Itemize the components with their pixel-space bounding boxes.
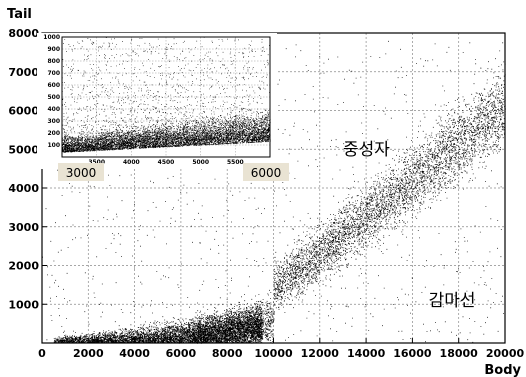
inset-x-tick-label: 5500 xyxy=(227,159,244,166)
y-axis-title: Tail xyxy=(7,7,32,22)
inset-y-tick-label: 300 xyxy=(47,118,60,125)
x-tick-label: 16000 xyxy=(393,347,432,360)
x-axis-title: Body xyxy=(484,363,521,377)
y-tick-label: 7000 xyxy=(8,66,39,79)
inset-chart: 3500 4000 4500 5000 5500 100 200 300 400 500 600 7… xyxy=(37,33,277,169)
y-tick-label: 8000 xyxy=(8,27,39,40)
y-tick-label: 6000 xyxy=(8,105,39,118)
x-tick-label: 10000 xyxy=(254,347,293,360)
inset-y-tick-label: 600 xyxy=(47,82,60,89)
inset-x-tick-label: 3500 xyxy=(88,159,105,166)
x-tick-label: 14000 xyxy=(347,347,386,360)
range-label-end: 6000 xyxy=(243,163,289,181)
y-tick-label: 5000 xyxy=(8,143,39,156)
inset-x-ticks: 3500 4000 4500 5000 5500 xyxy=(88,159,243,166)
y-tick-label: 2000 xyxy=(8,260,39,273)
x-tick-label: 2000 xyxy=(73,347,104,360)
x-tick-label: 8000 xyxy=(212,347,243,360)
x-tick-label: 0 xyxy=(38,347,46,360)
y-axis-ticks: 1000 2000 3000 4000 5000 6000 7000 8000 xyxy=(8,27,47,311)
x-tick-label: 4000 xyxy=(119,347,150,360)
y-tick-label: 1000 xyxy=(8,298,39,311)
neutron-annotation: 중성자 xyxy=(343,140,390,160)
x-tick-label: 18000 xyxy=(440,347,479,360)
y-tick-label: 3000 xyxy=(8,221,39,234)
inset-frame xyxy=(61,36,271,158)
inset-y-tick-label: 1000 xyxy=(43,34,60,41)
range-label-end-box xyxy=(243,163,289,181)
inset-y-tick-label: 800 xyxy=(47,58,60,65)
inset-y-tick-label: 200 xyxy=(47,130,60,137)
x-tick-label: 6000 xyxy=(166,347,197,360)
range-label-end-text: 6000 xyxy=(251,166,282,180)
inset-y-ticks: 100 200 300 400 500 600 700 800 900 1000 xyxy=(43,34,60,149)
x-tick-label: 20000 xyxy=(486,347,525,360)
x-tick-label: 12000 xyxy=(301,347,340,360)
range-label-start-box xyxy=(58,163,104,181)
inset-x-tick-label: 4500 xyxy=(158,159,175,166)
y-tick-label: 4000 xyxy=(8,182,39,195)
x-axis-ticks: 0 2000 4000 6000 8000 10000 12000 14000 16000 180… xyxy=(38,338,524,360)
inset-y-tick-label: 100 xyxy=(47,142,60,149)
inset-x-tick-label: 5000 xyxy=(192,159,209,166)
inset-y-tick-label: 700 xyxy=(47,70,60,77)
inset-y-tick-label: 400 xyxy=(47,106,60,113)
range-label-start: 3000 xyxy=(58,163,104,181)
inset-x-tick-label: 4000 xyxy=(123,159,140,166)
inset-y-tick-label: 900 xyxy=(47,46,60,53)
range-label-start-text: 3000 xyxy=(66,166,97,180)
inset-y-tick-label: 500 xyxy=(47,94,60,101)
gamma-annotation: 감마선 xyxy=(429,291,476,311)
